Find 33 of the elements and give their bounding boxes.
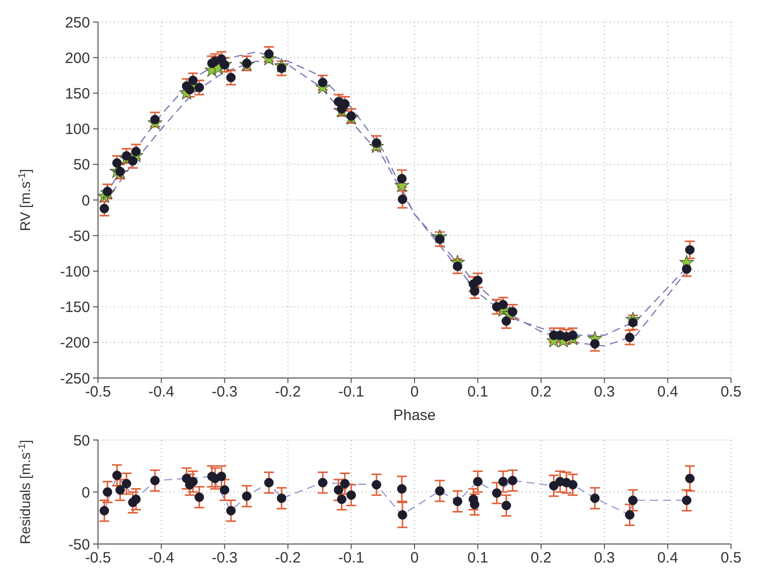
x-tick-label: 0.1 <box>467 384 488 401</box>
y-tick-label: -150 <box>60 299 90 316</box>
x-tick-label: 0.4 <box>657 384 678 401</box>
y-tick-label: 150 <box>64 86 90 103</box>
y-tick-label: -50 <box>68 228 90 245</box>
x-tick-label: 0.5 <box>720 384 742 401</box>
y-tick-label: 200 <box>64 50 90 67</box>
x-tick-label: 0.2 <box>530 384 552 401</box>
y-tick-label: 100 <box>64 121 90 138</box>
x-tick-label: -0.1 <box>338 384 364 401</box>
x-tick-label: -0.2 <box>274 384 301 401</box>
y-tick-label: 50 <box>73 432 90 450</box>
y-tick-label: 250 <box>64 14 90 32</box>
y-tick-label: -100 <box>60 264 90 281</box>
x-tick-label: 0.3 <box>594 384 615 401</box>
y-tick-label: 50 <box>73 156 90 174</box>
y-tick-label: 0 <box>82 484 90 502</box>
x-tick-label: 0.5 <box>720 550 742 567</box>
x-tick-label: 0.2 <box>530 550 552 567</box>
x-tick-label: -0.2 <box>274 550 301 567</box>
x-axis-title: Phase <box>393 407 436 424</box>
x-tick-label: 0.3 <box>594 550 615 567</box>
x-tick-label: -0.1 <box>338 550 364 567</box>
x-tick-label: -0.3 <box>212 384 238 401</box>
x-tick-label: 0.1 <box>467 550 488 567</box>
x-tick-label: 0.4 <box>657 550 678 567</box>
x-tick-label: 0 <box>410 384 419 401</box>
y-tick-label: -200 <box>60 334 90 352</box>
x-tick-label: -0.3 <box>212 550 238 567</box>
x-tick-label: -0.4 <box>148 384 174 401</box>
y-tick-label: 0 <box>82 192 90 210</box>
x-tick-label: -0.4 <box>148 550 174 567</box>
x-tick-label: 0 <box>410 550 419 567</box>
